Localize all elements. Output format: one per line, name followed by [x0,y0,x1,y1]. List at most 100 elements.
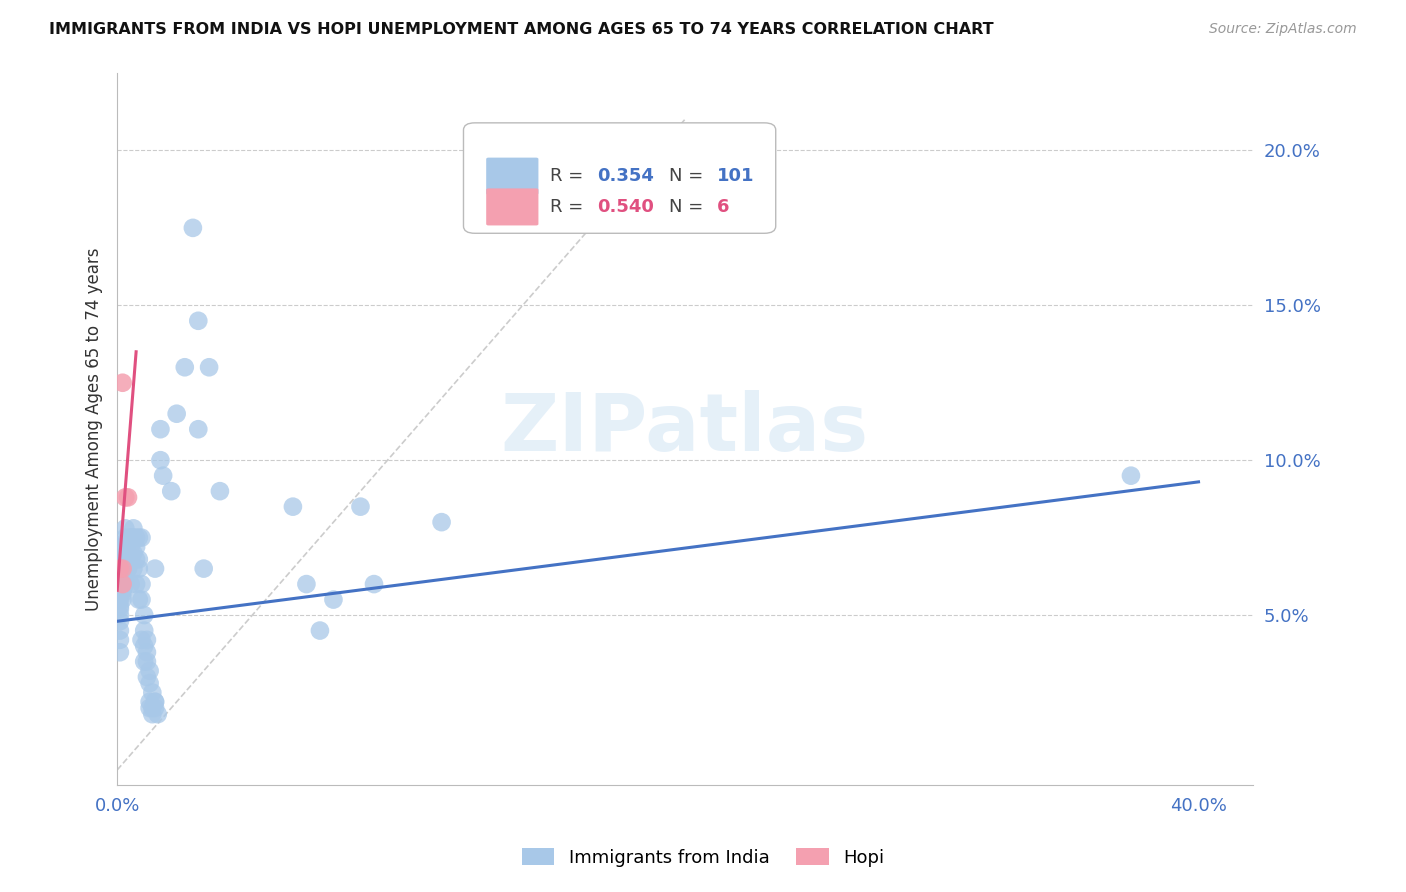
Point [208,484,231,499]
Point [193,561,215,575]
Point [108,645,131,659]
Point [135,645,157,659]
Point [295,577,318,591]
Point [114,540,136,554]
Point [131,577,153,591]
Point [111,583,134,598]
Point [281,500,304,514]
Point [111,577,134,591]
Text: N =: N = [669,167,709,186]
Point [111,546,134,560]
Point [117,552,139,566]
Text: 101: 101 [717,167,754,186]
Point [430,515,453,529]
Point [120,531,142,545]
Point [141,701,163,715]
Point [111,561,134,575]
Point [117,561,139,575]
Point [135,670,157,684]
Point [108,580,131,594]
Point [108,556,131,570]
Point [122,546,145,560]
Point [111,571,134,585]
Point [138,664,160,678]
Text: IMMIGRANTS FROM INDIA VS HOPI UNEMPLOYMENT AMONG AGES 65 TO 74 YEARS CORRELATION: IMMIGRANTS FROM INDIA VS HOPI UNEMPLOYME… [49,22,994,37]
Point [111,567,134,582]
Point [117,552,139,566]
Point [111,577,134,591]
Point [181,220,204,235]
Point [108,540,131,554]
FancyBboxPatch shape [486,158,538,194]
Point [108,561,131,575]
FancyBboxPatch shape [464,123,776,234]
Point [114,491,136,505]
Text: ZIPatlas: ZIPatlas [501,390,869,468]
Point [131,632,153,647]
Point [111,571,134,585]
Point [125,531,148,545]
Point [143,701,166,715]
Point [108,614,131,628]
Point [152,468,174,483]
Point [187,422,209,436]
Point [108,602,131,616]
Point [114,571,136,585]
Point [173,360,195,375]
Point [114,540,136,554]
Point [187,314,209,328]
Point [141,707,163,722]
Text: 0.354: 0.354 [598,167,654,186]
Point [117,561,139,575]
Point [114,561,136,575]
Point [108,567,131,582]
Point [120,540,142,554]
Point [122,531,145,545]
Point [122,561,145,575]
Text: R =: R = [550,198,589,216]
Point [111,586,134,600]
Text: 6: 6 [717,198,730,216]
Point [108,561,131,575]
Point [117,491,139,505]
Point [134,624,156,638]
Point [108,624,131,638]
Point [128,552,150,566]
Point [117,552,139,566]
Point [125,540,148,554]
Point [111,552,134,566]
Point [125,552,148,566]
Point [108,577,131,591]
Point [363,577,385,591]
Point [309,624,332,638]
Point [138,695,160,709]
Point [111,561,134,575]
Point [149,422,172,436]
Point [128,561,150,575]
Point [131,531,153,545]
Point [120,552,142,566]
Point [108,599,131,613]
Point [143,695,166,709]
Point [134,655,156,669]
Point [1119,468,1142,483]
Point [114,577,136,591]
Point [122,521,145,535]
Point [114,531,136,545]
Point [111,537,134,551]
Point [143,561,166,575]
Point [128,592,150,607]
Point [120,531,142,545]
Point [138,676,160,690]
Point [141,685,163,699]
Point [114,552,136,566]
Point [146,707,169,722]
Point [108,632,131,647]
Point [117,546,139,560]
Y-axis label: Unemployment Among Ages 65 to 74 years: Unemployment Among Ages 65 to 74 years [86,247,103,611]
Point [138,701,160,715]
Point [143,695,166,709]
FancyBboxPatch shape [486,188,538,226]
Text: 0.540: 0.540 [598,198,654,216]
Point [108,592,131,607]
